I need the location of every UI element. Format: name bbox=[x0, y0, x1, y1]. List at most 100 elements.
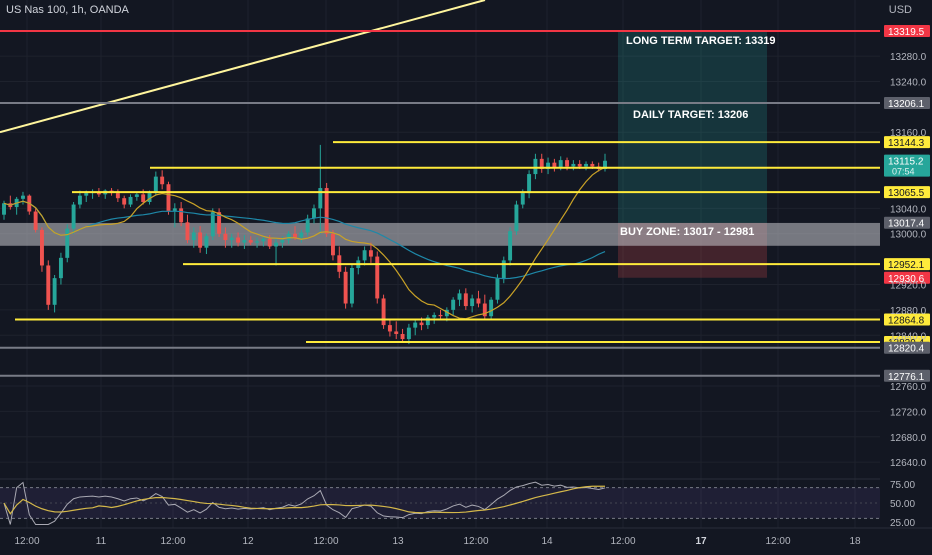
candle-body[interactable] bbox=[312, 208, 316, 219]
candle-body[interactable] bbox=[349, 267, 354, 304]
candle-body[interactable] bbox=[444, 309, 449, 317]
candle-body[interactable] bbox=[527, 174, 532, 194]
candle-body[interactable] bbox=[46, 265, 51, 305]
candle-body[interactable] bbox=[77, 195, 82, 205]
x-axis-tick: 12:00 bbox=[160, 536, 185, 547]
candle-body[interactable] bbox=[236, 237, 241, 243]
x-axis-tick: 12:00 bbox=[313, 536, 338, 547]
candle-body[interactable] bbox=[293, 233, 297, 238]
candle-body[interactable] bbox=[539, 158, 544, 170]
candle-body[interactable] bbox=[242, 240, 247, 243]
candle-body[interactable] bbox=[394, 331, 399, 334]
candle-body[interactable] bbox=[425, 317, 430, 326]
y-axis-tick: 13240.0 bbox=[890, 77, 927, 88]
y-axis-tick: 13160.0 bbox=[890, 128, 927, 139]
candle-body[interactable] bbox=[185, 222, 190, 241]
candle-body[interactable] bbox=[267, 238, 272, 247]
candle-body[interactable] bbox=[476, 298, 481, 304]
rsi-axis-tick: 75.00 bbox=[890, 480, 915, 491]
candle-body[interactable] bbox=[495, 278, 500, 300]
symbol-title[interactable]: US Nas 100, 1h, OANDA bbox=[6, 4, 129, 16]
candle-body[interactable] bbox=[71, 204, 76, 229]
candle-body[interactable] bbox=[577, 163, 582, 167]
candle-body[interactable] bbox=[204, 236, 209, 248]
candle-body[interactable] bbox=[324, 188, 329, 234]
candle-body[interactable] bbox=[533, 158, 538, 175]
candle-body[interactable] bbox=[413, 322, 418, 328]
candle-body[interactable] bbox=[590, 163, 595, 167]
rsi-axis-tick: 50.00 bbox=[890, 499, 915, 510]
candle-body[interactable] bbox=[432, 314, 437, 318]
candle-body[interactable] bbox=[375, 256, 380, 299]
candle-body[interactable] bbox=[331, 233, 335, 256]
candle-body[interactable] bbox=[153, 176, 158, 194]
candle-body[interactable] bbox=[584, 163, 588, 167]
candle-body[interactable] bbox=[463, 293, 468, 307]
candle-body[interactable] bbox=[318, 188, 323, 209]
candle-body[interactable] bbox=[419, 322, 424, 326]
candle-body[interactable] bbox=[482, 303, 487, 317]
candle-body[interactable] bbox=[280, 240, 285, 243]
candle-body[interactable] bbox=[198, 232, 203, 248]
level-price-label: 13319.5 bbox=[888, 27, 925, 38]
candle-body[interactable] bbox=[2, 203, 6, 215]
candle-body[interactable] bbox=[546, 162, 551, 170]
candle-body[interactable] bbox=[21, 195, 25, 199]
candle-body[interactable] bbox=[552, 162, 557, 168]
candle-body[interactable] bbox=[65, 228, 70, 258]
candle-body[interactable] bbox=[603, 160, 607, 170]
candle-body[interactable] bbox=[558, 160, 563, 168]
candle-body[interactable] bbox=[141, 194, 146, 203]
candle-body[interactable] bbox=[305, 218, 310, 233]
candle-body[interactable] bbox=[343, 271, 348, 304]
candle-body[interactable] bbox=[134, 194, 139, 197]
candle-body[interactable] bbox=[191, 232, 196, 241]
candle-body[interactable] bbox=[128, 196, 133, 205]
candle-body[interactable] bbox=[514, 204, 519, 232]
candle-body[interactable] bbox=[160, 176, 165, 185]
candle-body[interactable] bbox=[508, 231, 513, 261]
candle-body[interactable] bbox=[571, 163, 576, 167]
candle-body[interactable] bbox=[274, 242, 278, 247]
candle-body[interactable] bbox=[387, 325, 392, 332]
candle-body[interactable] bbox=[255, 241, 260, 243]
candle-body[interactable] bbox=[520, 193, 525, 205]
candle-body[interactable] bbox=[52, 278, 57, 305]
candle-body[interactable] bbox=[172, 208, 177, 211]
y-axis-tick: 13040.0 bbox=[890, 204, 927, 215]
candle-body[interactable] bbox=[122, 198, 127, 205]
candle-body[interactable] bbox=[179, 208, 184, 223]
candle-body[interactable] bbox=[217, 212, 222, 234]
candle-body[interactable] bbox=[210, 212, 215, 237]
candle-body[interactable] bbox=[147, 193, 152, 203]
candle-body[interactable] bbox=[115, 193, 120, 199]
candle-body[interactable] bbox=[406, 327, 411, 340]
candle-body[interactable] bbox=[58, 257, 63, 279]
level-price-tag bbox=[884, 369, 930, 382]
candle-body[interactable] bbox=[457, 293, 462, 300]
y-axis-tick: 12920.0 bbox=[890, 280, 927, 291]
candle-body[interactable] bbox=[286, 233, 291, 241]
candle-body[interactable] bbox=[166, 184, 171, 211]
candle-body[interactable] bbox=[229, 237, 234, 241]
candle-body[interactable] bbox=[261, 238, 266, 242]
candle-body[interactable] bbox=[451, 299, 456, 310]
candle-body[interactable] bbox=[438, 314, 443, 317]
candle-body[interactable] bbox=[362, 250, 367, 261]
candle-body[interactable] bbox=[501, 260, 506, 279]
candle-body[interactable] bbox=[368, 250, 373, 257]
candle-body[interactable] bbox=[565, 160, 570, 167]
candle-body[interactable] bbox=[299, 232, 304, 238]
candle-body[interactable] bbox=[39, 229, 44, 266]
candle-body[interactable] bbox=[400, 333, 405, 340]
candle-body[interactable] bbox=[223, 233, 228, 241]
ma-fast-line bbox=[3, 166, 606, 320]
candle-body[interactable] bbox=[248, 240, 253, 243]
candle-body[interactable] bbox=[84, 193, 89, 196]
candle-body[interactable] bbox=[33, 211, 38, 230]
candle-body[interactable] bbox=[470, 298, 475, 307]
candle-body[interactable] bbox=[489, 299, 494, 317]
candle-body[interactable] bbox=[381, 298, 386, 326]
